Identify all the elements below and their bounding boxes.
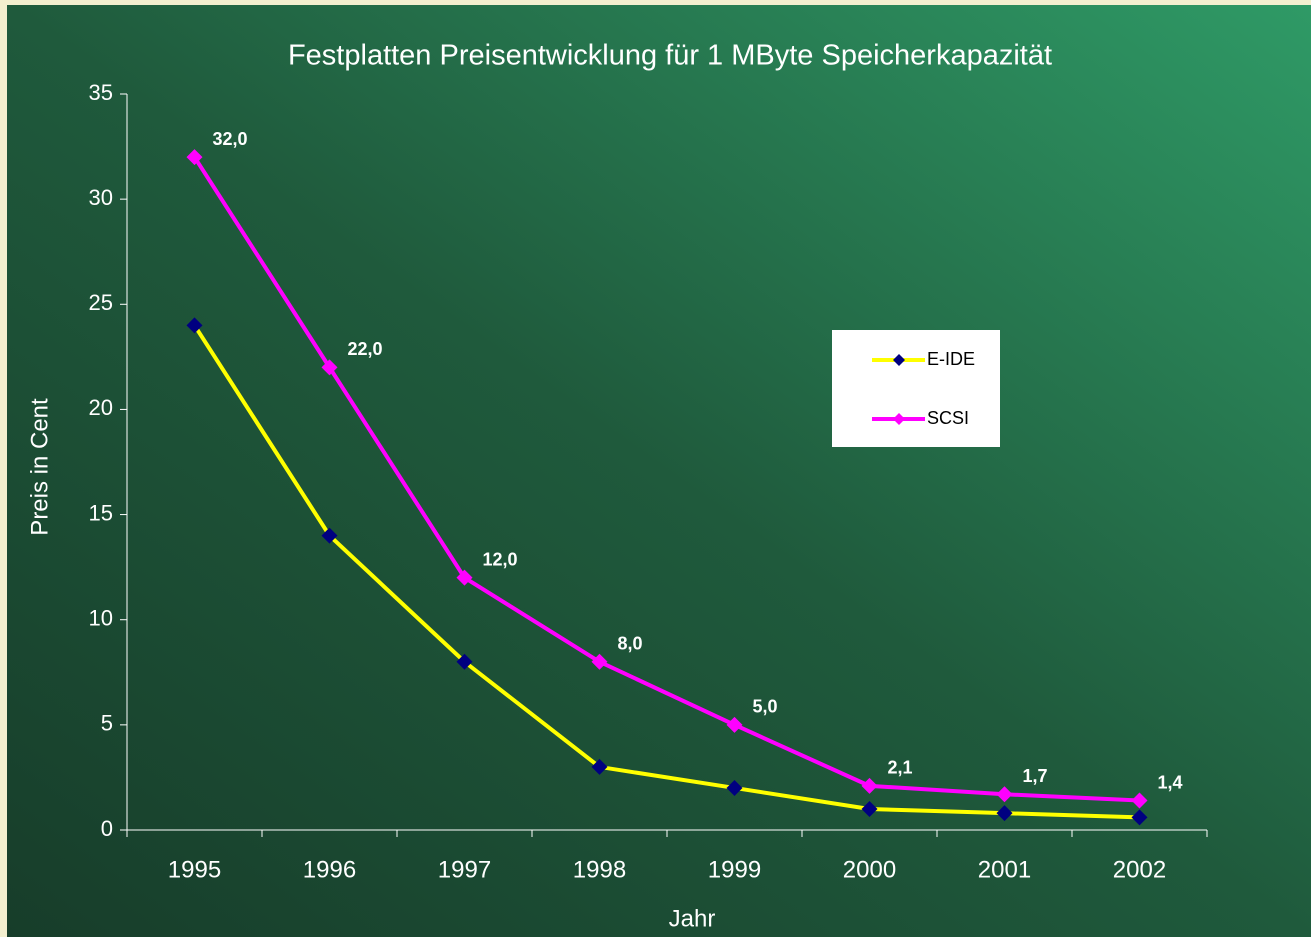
marker [456, 569, 473, 586]
data-label: 5,0 [753, 697, 778, 717]
x-tick-label: 1999 [708, 856, 761, 883]
x-axis-label: Jahr [669, 905, 716, 932]
y-tick-label: 15 [89, 500, 113, 525]
x-tick-label: 2002 [1113, 856, 1166, 883]
data-label: 1,7 [1023, 766, 1048, 786]
x-tick-label: 1996 [303, 856, 356, 883]
marker [321, 527, 338, 544]
x-tick-label: 1997 [438, 856, 491, 883]
marker [456, 653, 473, 670]
y-tick-label: 0 [101, 816, 113, 841]
marker [726, 779, 743, 796]
marker [591, 653, 608, 670]
chart-title: Festplatten Preisentwicklung für 1 MByte… [288, 40, 1052, 72]
y-axis-label: Preis in Cent [26, 398, 53, 536]
x-tick-label: 2000 [843, 856, 896, 883]
y-tick-label: 25 [89, 290, 113, 315]
marker [186, 317, 203, 334]
y-tick-label: 10 [89, 606, 113, 631]
y-tick-label: 20 [89, 395, 113, 420]
x-tick-label: 2001 [978, 856, 1031, 883]
y-tick-label: 35 [89, 80, 113, 105]
marker [1131, 792, 1148, 809]
y-tick-label: 30 [89, 185, 113, 210]
data-label: 32,0 [213, 129, 248, 149]
data-label: 22,0 [348, 339, 383, 359]
data-label: 8,0 [618, 634, 643, 654]
data-label: 2,1 [888, 758, 913, 778]
marker [321, 359, 338, 376]
data-label: 1,4 [1158, 772, 1183, 792]
marker [591, 758, 608, 775]
marker [1131, 809, 1148, 826]
marker [186, 149, 203, 166]
series-line [192, 324, 1140, 820]
x-tick-label: 1995 [168, 856, 221, 883]
legend-label: SCSI [927, 408, 969, 428]
data-label: 12,0 [483, 549, 518, 569]
x-tick-label: 1998 [573, 856, 626, 883]
y-tick-label: 5 [101, 711, 113, 736]
legend [832, 330, 1000, 447]
legend-marker [893, 413, 905, 425]
background [7, 5, 1311, 937]
marker [861, 777, 878, 794]
legend-marker [893, 354, 905, 366]
marker [996, 805, 1013, 822]
series-line [192, 156, 1140, 803]
legend-label: E-IDE [927, 349, 975, 369]
marker [726, 716, 743, 733]
chart: Festplatten Preisentwicklung für 1 MByte… [7, 5, 1311, 937]
marker [861, 800, 878, 817]
marker [996, 786, 1013, 803]
